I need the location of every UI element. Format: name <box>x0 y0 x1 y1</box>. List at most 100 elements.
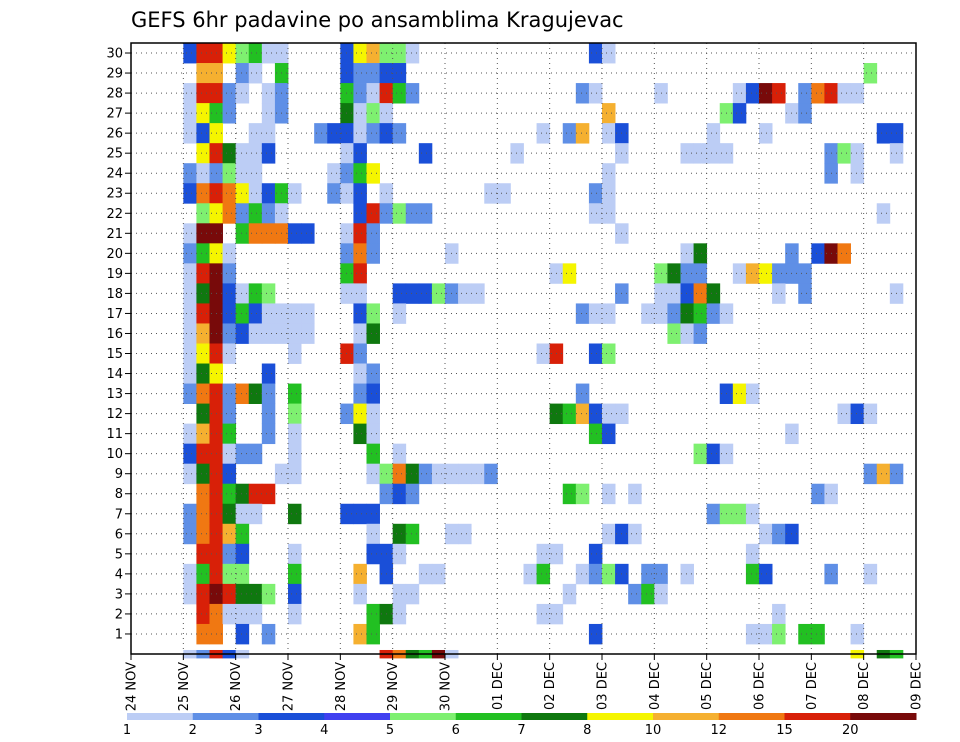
y-tick-label: 1 <box>115 627 123 642</box>
colorbar-swatch <box>127 713 194 720</box>
heatmap-cell <box>759 263 773 284</box>
heatmap-cell <box>196 543 210 565</box>
heatmap-cell <box>798 263 812 284</box>
heatmap-cell <box>680 303 694 324</box>
chart-title: GEFS 6hr padavine po ansamblima Kragujev… <box>131 8 624 32</box>
heatmap-cell <box>353 183 367 204</box>
heatmap-cell <box>641 583 655 605</box>
heatmap-cell <box>288 463 302 485</box>
heatmap-cell <box>235 383 250 404</box>
heatmap-cell <box>248 483 263 505</box>
heatmap-cell <box>183 323 197 344</box>
heatmap-cell <box>222 503 237 525</box>
heatmap-cell <box>850 163 865 184</box>
heatmap-cell <box>497 183 511 204</box>
heatmap-cell <box>588 343 603 364</box>
heatmap-cell <box>772 83 786 104</box>
heatmap-cell <box>183 83 197 104</box>
heatmap-cell <box>340 143 354 164</box>
heatmap-cell <box>288 543 302 565</box>
x-tick-label: 02 DEC <box>543 662 558 710</box>
heatmap-cell <box>261 83 276 104</box>
heatmap-cell <box>288 583 302 605</box>
heatmap-cell <box>196 563 210 585</box>
heatmap-cell <box>745 263 760 284</box>
heatmap-cell <box>405 83 420 104</box>
y-tick-label: 26 <box>106 127 123 142</box>
heatmap-cell <box>602 103 616 124</box>
heatmap-cell <box>628 483 642 505</box>
heatmap-cell <box>366 543 380 565</box>
heatmap-cell <box>772 523 786 545</box>
y-tick-label: 2 <box>115 607 123 622</box>
y-tick-label: 21 <box>106 227 123 242</box>
heatmap-cell <box>602 123 616 144</box>
y-tick-label: 29 <box>106 67 123 82</box>
heatmap-cell <box>183 263 197 284</box>
heatmap-cell <box>248 183 263 204</box>
heatmap-cell <box>222 463 237 485</box>
heatmap-cell <box>353 563 367 585</box>
heatmap-cell <box>196 223 210 244</box>
colorbar-label: 6 <box>452 723 460 738</box>
heatmap-cell <box>392 443 407 465</box>
heatmap-cell <box>602 423 616 445</box>
y-tick-label: 14 <box>106 367 123 382</box>
heatmap-cell <box>562 123 577 144</box>
heatmap-cell <box>392 463 407 485</box>
heatmap-cell <box>183 443 197 465</box>
heatmap-cell <box>196 163 210 184</box>
heatmap-cell <box>732 383 747 404</box>
heatmap-cell <box>693 303 708 324</box>
heatmap-cell <box>798 283 812 304</box>
heatmap-cell <box>196 523 210 545</box>
heatmap-cell <box>798 623 812 645</box>
x-tick-label: 30 NOV <box>439 662 454 711</box>
heatmap-cell <box>261 143 276 164</box>
heatmap-cell <box>418 143 433 164</box>
heatmap-cell <box>392 603 407 625</box>
heatmap-cell <box>667 283 681 304</box>
heatmap-cell <box>196 303 210 324</box>
heatmap-cell <box>340 223 354 244</box>
heatmap-cell <box>196 343 210 364</box>
heatmap-cell <box>863 63 878 84</box>
heatmap-cell <box>392 123 407 144</box>
y-tick-label: 7 <box>115 507 123 522</box>
heatmap-cell <box>235 603 250 625</box>
heatmap-cell <box>288 383 302 404</box>
heatmap-cell <box>196 383 210 404</box>
heatmap-cell <box>602 303 616 324</box>
heatmap-cell <box>706 503 721 525</box>
heatmap-cell <box>745 623 760 645</box>
heatmap-cell <box>772 603 786 625</box>
heatmap-cell <box>340 103 354 124</box>
heatmap-cell <box>261 423 276 445</box>
x-tick-label: 07 DEC <box>805 662 820 710</box>
y-tick-label: 30 <box>106 47 123 62</box>
heatmap-cell <box>602 563 616 585</box>
y-tick-label: 25 <box>106 147 123 162</box>
heatmap-cell <box>575 563 590 585</box>
heatmap-cell <box>366 303 380 324</box>
heatmap-cell <box>235 483 250 505</box>
heatmap-cell <box>235 323 250 344</box>
heatmap-cell <box>288 603 302 625</box>
heatmap-cell <box>392 523 407 545</box>
heatmap-cell <box>366 623 380 645</box>
colorbar-label: 10 <box>645 723 662 738</box>
heatmap-cell <box>602 483 616 505</box>
heatmap-cell <box>759 623 773 645</box>
heatmap-cell <box>575 123 590 144</box>
x-tick-label: 25 NOV <box>177 662 192 711</box>
heatmap-cell <box>261 583 276 605</box>
colorbar-label: 5 <box>386 723 394 738</box>
heatmap-cell <box>405 523 420 545</box>
heatmap-cell <box>772 623 786 645</box>
y-tick-label: 11 <box>106 427 123 442</box>
heatmap-cell <box>392 483 407 505</box>
heatmap-cell <box>732 103 747 124</box>
heatmap-cell <box>235 303 250 324</box>
heatmap-cell <box>222 483 237 505</box>
y-tick-label: 22 <box>106 207 123 222</box>
